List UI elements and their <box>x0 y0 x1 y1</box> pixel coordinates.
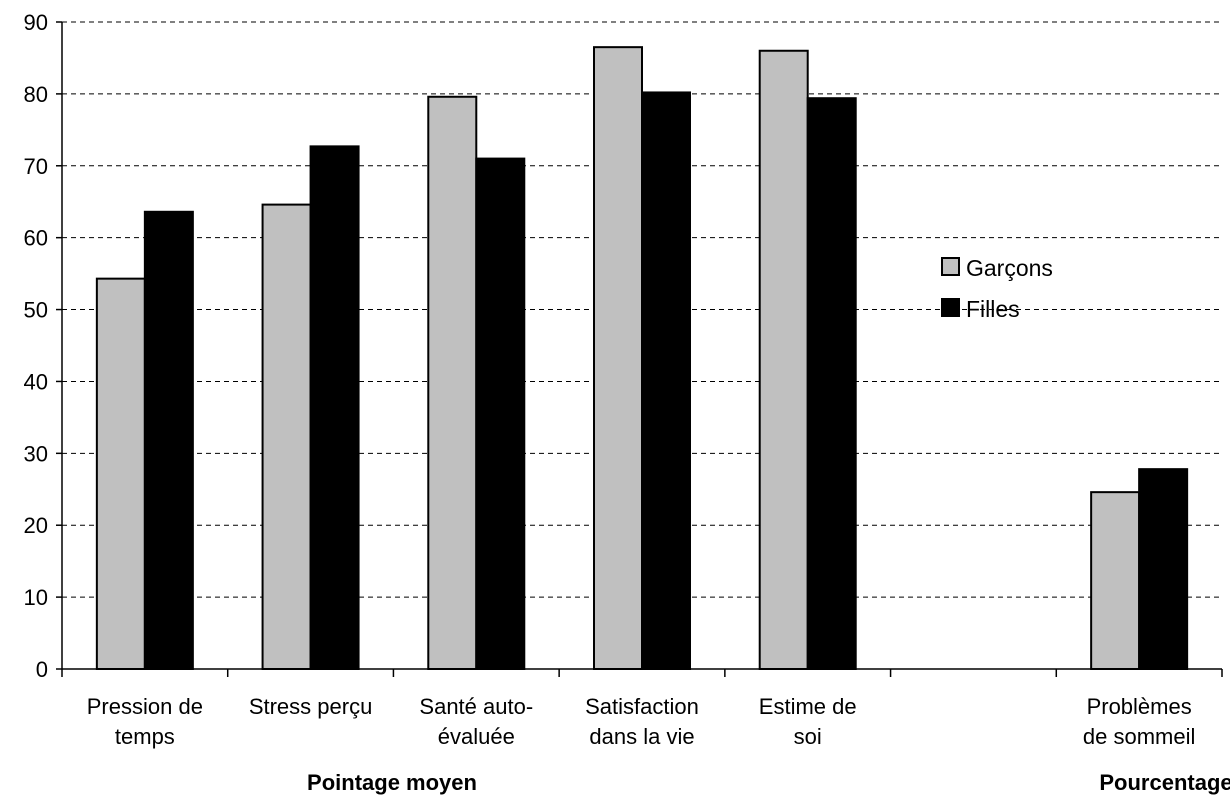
y-tick-label: 80 <box>24 82 48 107</box>
bar-filles <box>1138 468 1189 670</box>
section-label-pointage-moyen: Pointage moyen <box>307 770 477 795</box>
axes <box>56 21 1223 677</box>
bar-garcons <box>758 49 809 670</box>
bar-garcons <box>427 95 478 670</box>
category-label: Stress perçu <box>249 694 373 719</box>
legend: Garçons Filles <box>941 255 1053 322</box>
bar-garcons <box>261 203 312 670</box>
legend-label-garcons: Garçons <box>966 255 1053 281</box>
legend-label-filles: Filles <box>966 296 1020 322</box>
bar-filles <box>806 97 857 671</box>
labels: 0 10 20 30 40 50 60 70 80 90 Pression de temps Stres… <box>24 10 1196 749</box>
y-tick-label: 60 <box>24 226 48 251</box>
y-tick-label: 20 <box>24 513 48 538</box>
y-tick-label: 70 <box>24 154 48 179</box>
y-tick-label: 0 <box>36 657 48 682</box>
bar-filles <box>309 145 360 670</box>
y-tick-label: 30 <box>24 441 48 466</box>
legend-swatch-garcons <box>941 257 960 276</box>
category-label: Santé auto-évaluée <box>419 694 533 749</box>
category-label: Problèmes de sommeil <box>1083 694 1195 749</box>
y-tick-label: 10 <box>24 585 48 610</box>
bars <box>95 46 1189 671</box>
bar-filles <box>143 210 194 671</box>
bar-garcons <box>95 277 146 670</box>
section-label-pourcentage: Pourcentage <box>1099 770 1230 795</box>
category-label: Pression de temps <box>87 694 203 749</box>
legend-swatch-filles <box>941 298 960 317</box>
y-tick-label: 50 <box>24 298 48 323</box>
category-label: Estime de soi <box>759 694 857 749</box>
y-tick-label: 40 <box>24 369 48 394</box>
y-tick-label: 90 <box>24 10 48 35</box>
bar-filles <box>475 157 526 670</box>
bar-garcons <box>1090 491 1141 670</box>
bar-garcons <box>593 46 643 670</box>
category-label: Satisfaction dans la vie <box>585 694 699 749</box>
bar-filles <box>641 91 691 670</box>
